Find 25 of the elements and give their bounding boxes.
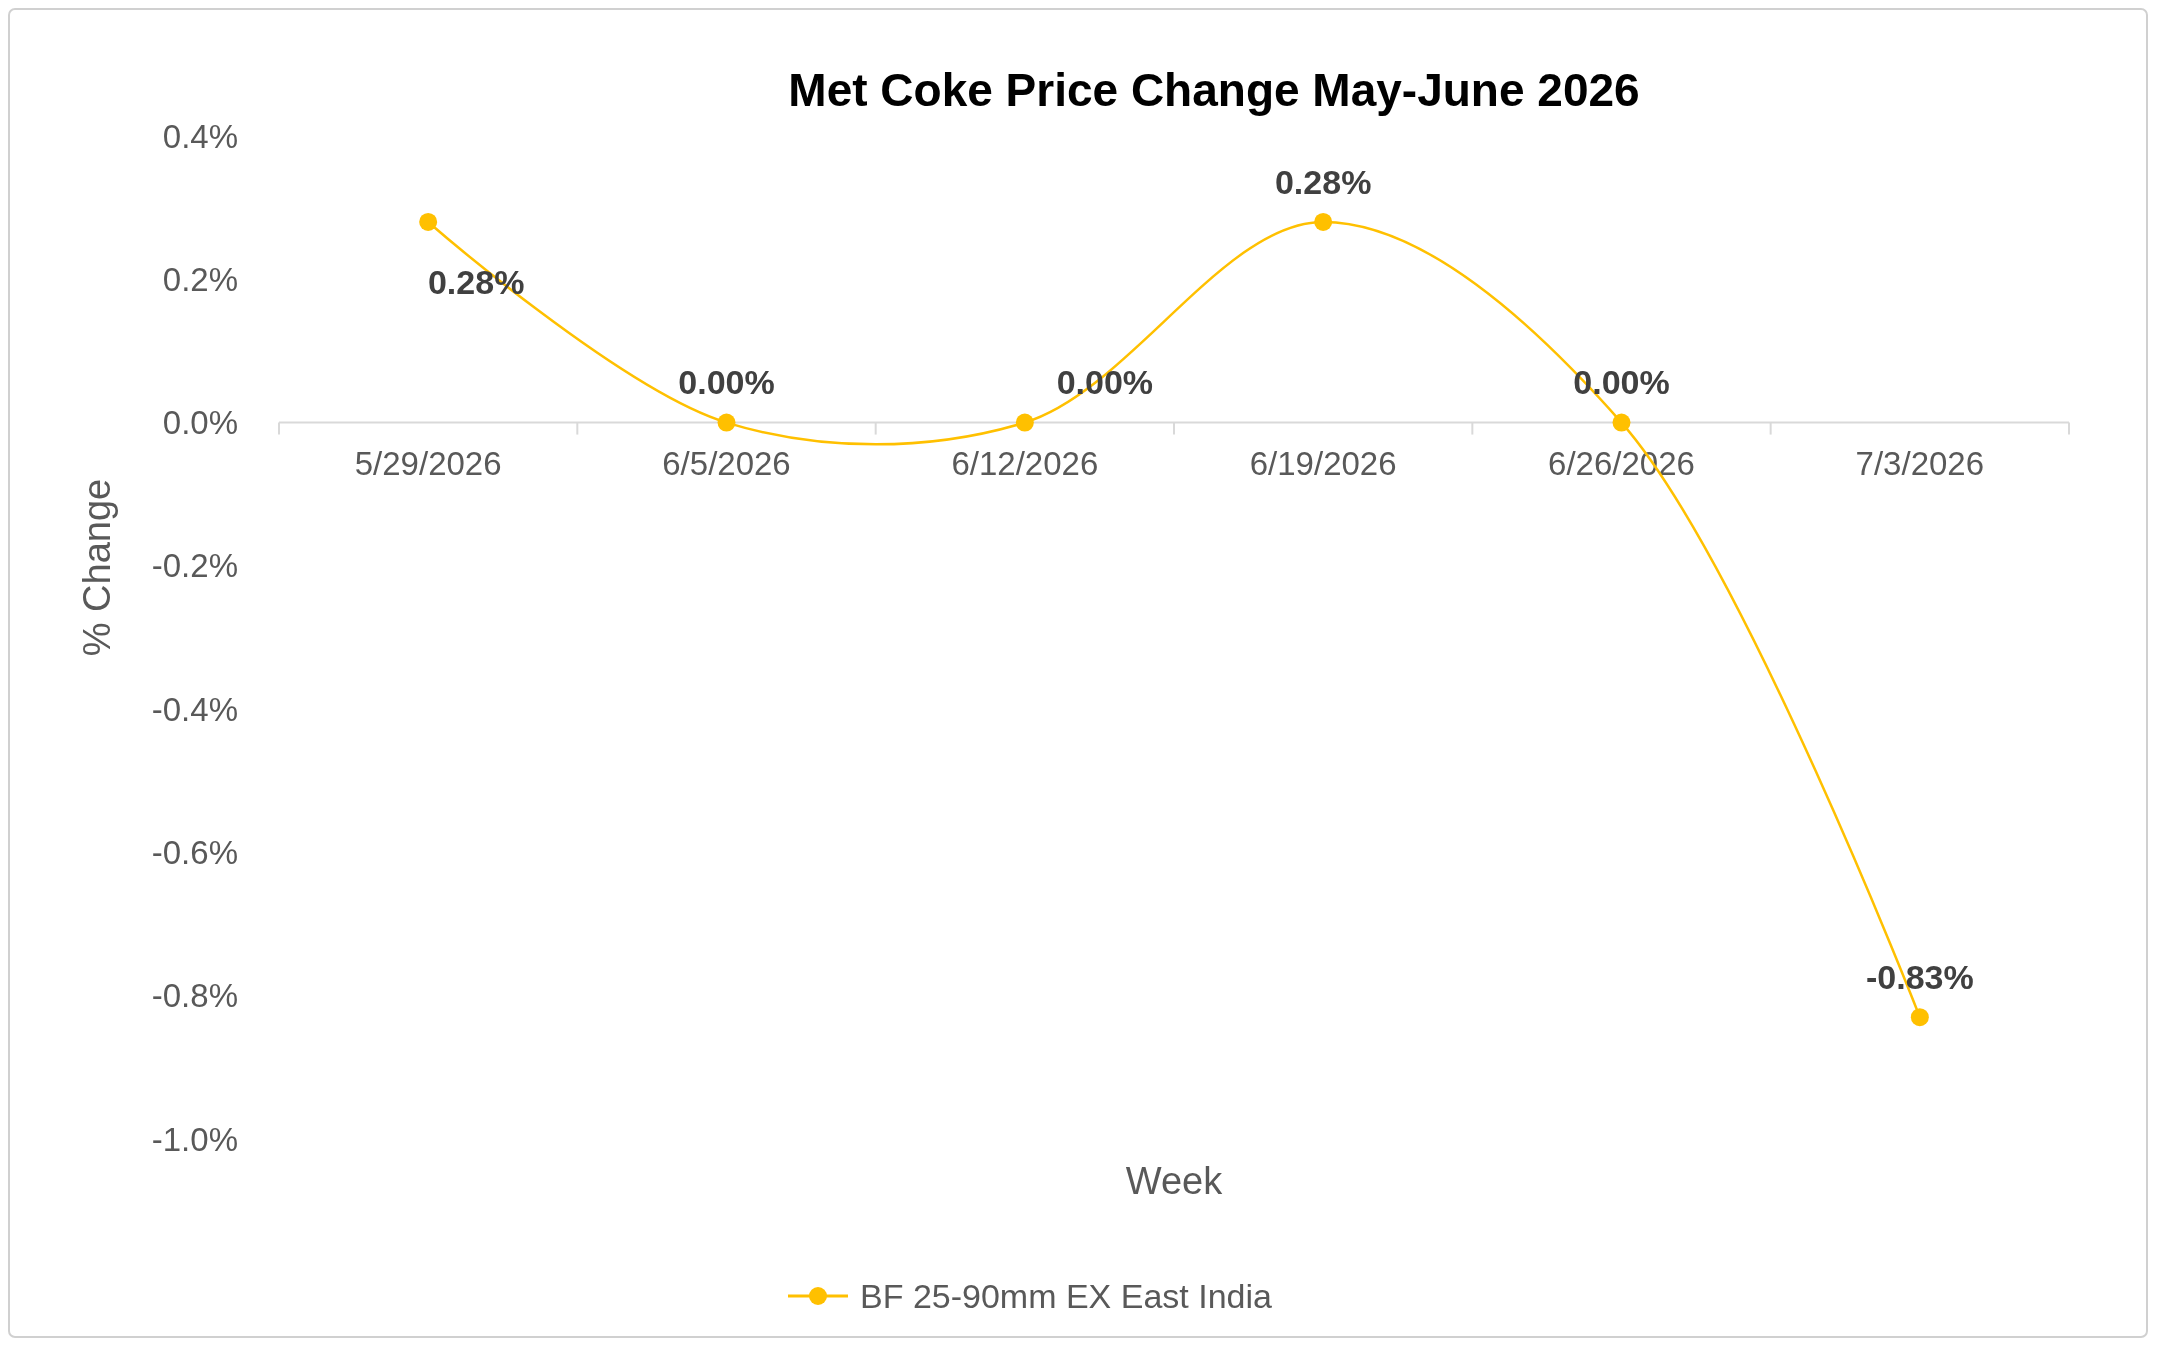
- point: [1910, 1008, 1929, 1027]
- legend-label: BF 25-90mm EX East India: [860, 1276, 1273, 1315]
- x-tick-label: 7/3/2026: [1855, 444, 1985, 482]
- data-label: 0.28%: [1274, 162, 1372, 201]
- y-axis-title: % Change: [76, 478, 118, 657]
- x-tick-label: 6/12/2026: [951, 444, 1099, 482]
- point: [717, 413, 736, 432]
- y-tick-label: -0.4%: [151, 690, 238, 728]
- point: [1015, 413, 1034, 432]
- x-axis-title: Week: [1125, 1160, 1224, 1202]
- x-tick-label: 6/5/2026: [662, 444, 791, 482]
- y-tick-label: 0.4%: [162, 117, 238, 155]
- y-tick-label: 0.2%: [162, 260, 238, 298]
- point: [1612, 413, 1631, 432]
- data-label: 0.00%: [678, 363, 775, 402]
- point: [1314, 212, 1333, 231]
- chart-title: Met Coke Price Change May-June 2026: [788, 64, 1640, 116]
- y-tick-label: -0.6%: [151, 833, 238, 871]
- y-tick-label: 0.0%: [162, 404, 238, 442]
- y-tick-label: -0.8%: [151, 977, 238, 1015]
- x-tick-label: 6/19/2026: [1249, 444, 1397, 482]
- y-tick-label: -0.2%: [151, 547, 238, 585]
- y-tick-label: -1.0%: [151, 1120, 238, 1158]
- x-tick-label: 5/29/2026: [354, 444, 502, 482]
- point: [419, 212, 438, 231]
